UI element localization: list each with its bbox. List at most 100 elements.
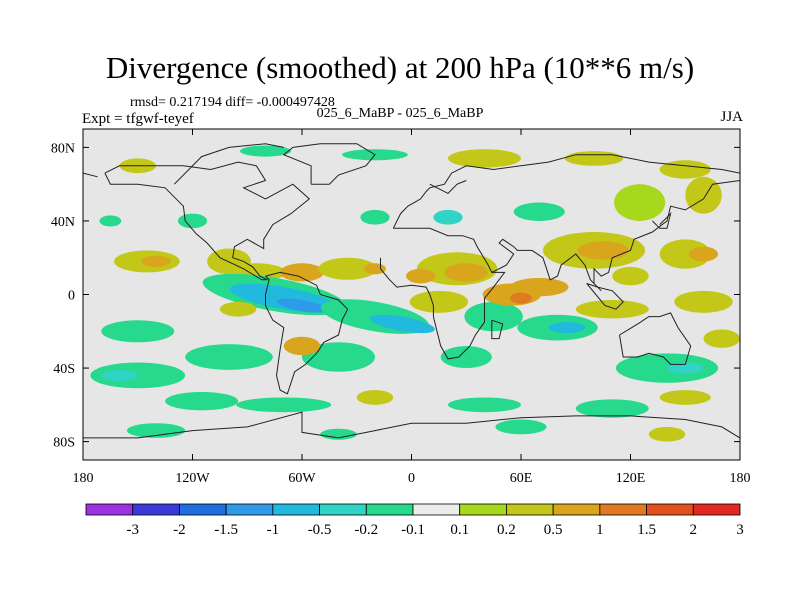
contour-blob-59 [126,423,186,438]
contour-blob-34 [464,301,523,332]
contour-blob-10 [360,209,390,225]
x-tick-label-5: 120E [616,471,646,486]
colorbar-label-0: -3 [126,522,139,538]
axes-layer: 180 120W 60W 0 60E 120E 180 80N 40N 0 40S 80S [51,129,751,486]
coastline-4 [393,180,740,292]
contour-blob-57 [575,399,649,418]
colorbar-swatch-11 [599,503,647,516]
contour-blob-26 [688,246,719,262]
contour-blob-46 [409,290,469,313]
contour-blob-21 [444,263,489,282]
contour-blob-39 [302,342,375,372]
coastline-11 [652,211,672,229]
contour-blob-49 [219,301,257,317]
y-tick-label-1: 40N [51,215,75,230]
coastline-1 [265,271,349,395]
colorbar-swatch-13 [692,503,741,516]
y-tick-label-4: 80S [53,436,75,451]
colorbar-swatch-12 [646,503,694,516]
coastline-8 [282,143,376,185]
contour-blob-11 [177,213,208,229]
colorbar-swatch-1 [132,503,180,516]
contour-blob-4 [564,151,624,166]
contour-blob-53 [165,391,239,411]
colorbar-swatch-9 [506,503,554,516]
contour-blob-6 [685,176,722,214]
chart-title: Divergence (smoothed) at 200 hPa (10**6 … [105,50,695,85]
colorbar-swatch-10 [552,503,601,516]
y-tick-label-2: 0 [68,289,75,304]
colorbar-swatch-5 [319,503,367,516]
contour-blob-18 [318,257,377,280]
contour-blob-12 [99,215,122,227]
colorbar-swatch-4 [272,503,320,516]
colorbar-label-8: 0.2 [497,522,516,538]
colorbar-label-5: -0.2 [354,522,378,538]
contour-blob-17 [280,263,324,282]
contour-blob-58 [659,390,711,405]
contour-blob-62 [648,426,686,442]
contour-blob-54 [236,397,332,413]
colorbar-swatch-2 [179,503,227,516]
contour-blob-51 [674,290,733,313]
contour-blob-33 [369,314,435,334]
contour-blob-9 [433,209,463,225]
contour-blob-37 [101,320,175,343]
colorbar-label-6: -0.1 [401,522,425,538]
contour-blob-8 [513,202,565,221]
colorbar-label-11: 1.5 [637,522,656,538]
contour-blob-31 [276,298,328,313]
coastline-0 [104,161,311,281]
coastline-5 [380,257,506,360]
coastline-12 [586,283,624,310]
contour-blob-36 [548,322,585,334]
contour-blob-5 [659,160,711,179]
coastline-7 [83,411,740,439]
colorbar-swatch-6 [365,503,414,516]
contour-blob-52 [703,329,740,348]
contour-blob-14 [141,255,171,267]
contour-blob-42 [667,362,704,374]
colorbar-swatch-7 [412,503,461,516]
colorbar-label-3: -1 [267,522,280,538]
y-tick-label-3: 40S [53,362,75,377]
x-tick-label-1: 120W [175,471,210,486]
contour-blob-61 [495,419,547,435]
contour-blob-19 [364,263,386,275]
coastline-10 [429,180,467,195]
x-tick-label-0: 180 [73,471,94,486]
y-tick-label-0: 80N [51,141,75,156]
x-tick-label-4: 60E [510,471,533,486]
contour-blob-25 [659,239,711,269]
colorbar-swatch-8 [459,503,507,516]
contour-fill-layer [90,145,740,442]
colorbar-label-4: -0.5 [308,522,332,538]
contour-blob-24 [577,241,629,260]
contour-blob-28 [612,266,649,286]
colorbar: -3 -2 -1.5 -1 -0.5 -0.2 -0.1 0.1 0.2 0.5 1 1.5 2 3 [85,503,744,538]
contour-blob-7 [614,184,666,221]
colorbar-label-1: -2 [173,522,186,538]
expt-label: Expt = tfgwf-teyef [82,111,194,127]
contour-blob-48 [510,292,532,304]
x-tick-label-2: 60W [288,471,316,486]
colorbar-label-10: 1 [596,522,604,538]
colorbar-label-9: 0.5 [544,522,563,538]
colorbar-label-7: 0.1 [450,522,469,538]
contour-blob-44 [101,369,138,381]
colorbar-label-13: 3 [736,522,744,538]
coastline-9 [173,143,284,185]
cases-label: 025_6_MaBP - 025_6_MaBP [316,106,484,121]
contour-blob-55 [356,390,394,405]
contour-blob-50 [575,300,649,319]
coastline-3 [83,172,98,178]
coastline-6 [619,312,692,365]
colorbar-label-2: -1.5 [214,522,238,538]
colorbar-swatch-3 [225,503,274,516]
contour-blob-22 [406,268,436,284]
contour-blob-56 [448,397,521,413]
contour-blob-40 [440,345,492,369]
x-tick-label-6: 180 [730,471,751,486]
x-tick-label-3: 0 [408,471,415,486]
colorbar-swatch-0 [85,503,134,516]
